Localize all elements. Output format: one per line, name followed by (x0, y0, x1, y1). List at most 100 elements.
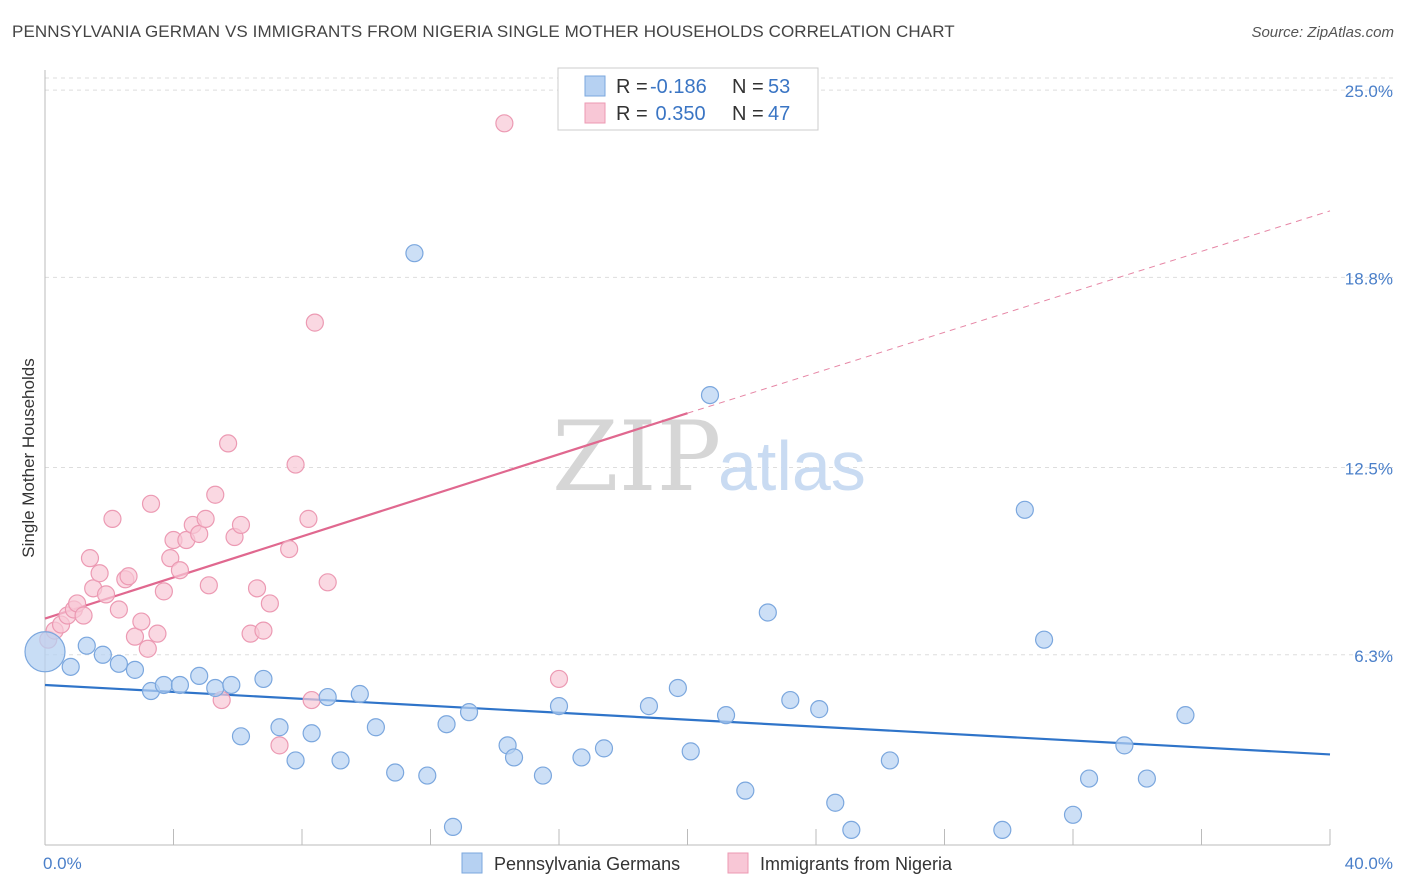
series-legend-swatch-blue (461, 852, 483, 874)
data-point-pennsylvania-germans (437, 715, 456, 734)
source-label: Source: ZipAtlas.com (1251, 24, 1394, 41)
y-tick-label: 25.0% (1345, 82, 1393, 101)
series-legend: Pennsylvania Germans Immigrants from Nig… (461, 852, 953, 874)
data-point-immigrants-from-nigeria (196, 509, 215, 528)
trend-line-immigrants-from-nigeria (44, 412, 688, 620)
data-point-immigrants-from-nigeria (549, 669, 569, 689)
data-point-immigrants-from-nigeria (302, 690, 321, 710)
data-point-pennsylvania-germans (736, 781, 755, 800)
stats-legend-n-value-blue: 53 (768, 76, 790, 98)
data-point-immigrants-from-nigeria (231, 515, 251, 535)
y-axis-label: Single Mother Households (19, 358, 38, 557)
data-point-pennsylvania-germans (716, 706, 736, 725)
data-point-pennsylvania-germans (206, 678, 225, 698)
x-ticks (44, 829, 1331, 845)
data-point-pennsylvania-germans (302, 724, 321, 743)
data-point-pennsylvania-germans (1015, 500, 1034, 519)
data-point-immigrants-from-nigeria (318, 573, 337, 592)
data-point-pennsylvania-germans (77, 636, 96, 655)
data-points (24, 114, 1195, 840)
data-point-immigrants-from-nigeria (161, 549, 180, 568)
data-point-pennsylvania-germans (1137, 769, 1156, 788)
stats-legend-n-value-pink: 47 (768, 103, 790, 125)
data-point-pennsylvania-germans (1115, 736, 1134, 755)
watermark-zip: ZIP (552, 401, 721, 513)
series-legend-label-pink: Immigrants from Nigeria (760, 854, 953, 874)
y-tick-label: 12.5% (1345, 460, 1393, 479)
data-point-immigrants-from-nigeria (132, 612, 151, 631)
data-point-immigrants-from-nigeria (96, 585, 116, 604)
data-point-immigrants-from-nigeria (305, 313, 324, 332)
data-point-pennsylvania-germans (758, 603, 777, 622)
data-point-pennsylvania-germans (125, 660, 145, 679)
data-point-pennsylvania-germans (231, 727, 251, 746)
data-point-immigrants-from-nigeria (190, 524, 209, 544)
data-point-pennsylvania-germans (594, 739, 614, 758)
data-point-immigrants-from-nigeria (138, 639, 157, 658)
data-point-pennsylvania-germans (318, 687, 337, 707)
data-point-pennsylvania-germans (459, 703, 479, 722)
stats-legend-n-label-blue: N = (732, 76, 764, 98)
data-point-pennsylvania-germans (386, 763, 405, 782)
stats-legend-r-label-pink: R = (616, 103, 648, 125)
data-point-immigrants-from-nigeria (247, 579, 267, 598)
data-point-pennsylvania-germans (222, 675, 241, 695)
data-point-pennsylvania-germans (880, 751, 899, 770)
data-point-pennsylvania-germans (331, 751, 350, 770)
data-point-immigrants-from-nigeria (280, 539, 299, 559)
data-point-pennsylvania-germans (418, 766, 437, 785)
data-point-pennsylvania-germans (1176, 706, 1195, 725)
stats-legend-swatch-pink (584, 102, 606, 124)
data-point-pennsylvania-germans (350, 684, 369, 704)
watermark: ZIP atlas (552, 401, 866, 513)
data-point-immigrants-from-nigeria (286, 455, 305, 474)
stats-legend-r-label-blue: R = (616, 76, 648, 98)
data-point-pennsylvania-germans (504, 748, 524, 767)
data-point-immigrants-from-nigeria (199, 576, 218, 595)
data-point-pennsylvania-germans (170, 675, 190, 695)
data-point-pennsylvania-germans (700, 385, 720, 405)
data-point-immigrants-from-nigeria (103, 509, 122, 528)
y-tick-label: 6.3% (1354, 647, 1393, 666)
series-legend-label-blue: Pennsylvania Germans (494, 854, 680, 874)
data-point-immigrants-from-nigeria (119, 567, 138, 586)
data-point-pennsylvania-germans (443, 817, 463, 836)
data-point-pennsylvania-germans (781, 690, 800, 710)
data-point-immigrants-from-nigeria (141, 494, 161, 513)
data-point-pennsylvania-germans (405, 244, 424, 263)
data-point-pennsylvania-germans (109, 654, 128, 673)
chart-title: PENNSYLVANIA GERMAN VS IMMIGRANTS FROM N… (12, 22, 955, 41)
data-point-pennsylvania-germans (533, 766, 553, 785)
data-point-immigrants-from-nigeria (80, 549, 100, 568)
data-point-immigrants-from-nigeria (154, 582, 173, 601)
stats-legend-swatch-blue (584, 75, 606, 97)
data-point-pennsylvania-germans (681, 742, 700, 761)
data-point-pennsylvania-germans (93, 645, 112, 664)
data-point-pennsylvania-germans (154, 675, 173, 695)
stats-legend-r-value-blue: -0.186 (650, 76, 707, 98)
data-point-immigrants-from-nigeria (299, 509, 318, 528)
data-point-pennsylvania-germans (1079, 769, 1099, 788)
y-tick-label: 18.8% (1345, 269, 1393, 288)
data-point-immigrants-from-nigeria (219, 434, 238, 453)
series-legend-swatch-pink (727, 852, 749, 874)
trend-line-immigrants-from-nigeria-extension (687, 210, 1331, 414)
data-point-immigrants-from-nigeria (260, 594, 279, 613)
stats-legend-n-label-pink: N = (732, 103, 764, 125)
data-point-immigrants-from-nigeria (206, 485, 225, 504)
data-point-immigrants-from-nigeria (254, 621, 273, 640)
data-point-pennsylvania-germans (366, 718, 385, 737)
data-point-pennsylvania-germans (270, 718, 289, 737)
data-point-pennsylvania-germans (24, 631, 66, 673)
data-point-pennsylvania-germans (1063, 805, 1083, 824)
data-point-pennsylvania-germans (639, 697, 659, 716)
data-point-pennsylvania-germans (61, 657, 80, 676)
data-point-pennsylvania-germans (826, 793, 845, 812)
stats-legend: R = -0.186 N = 53 R = 0.350 N = 47 (557, 67, 819, 131)
data-point-pennsylvania-germans (254, 669, 273, 689)
data-point-immigrants-from-nigeria (90, 564, 109, 583)
data-point-immigrants-from-nigeria (125, 627, 145, 646)
watermark-atlas: atlas (718, 427, 866, 505)
data-point-pennsylvania-germans (842, 820, 861, 840)
